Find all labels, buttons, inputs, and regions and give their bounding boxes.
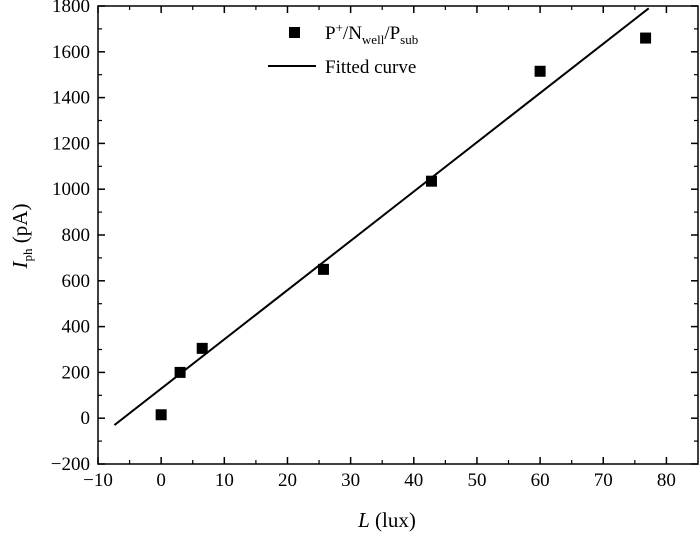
fitted-curve-line: [113, 7, 650, 426]
x-tick-label: 40: [404, 470, 423, 491]
y-tick-label: 0: [81, 408, 91, 429]
y-tick-label: 1000: [52, 179, 90, 200]
legend-label-part: /P: [384, 23, 400, 44]
legend-label-fit: Fitted curve: [325, 57, 416, 78]
legend-label-sup: +: [336, 20, 343, 35]
data-point: [317, 263, 329, 275]
y-axis-title-italic: I: [8, 260, 32, 269]
x-tick-label: 80: [657, 470, 676, 491]
legend-label-part: P: [325, 23, 336, 44]
x-tick-label: 50: [467, 470, 486, 491]
y-tick-label: 600: [62, 271, 91, 292]
x-tick-label: 30: [341, 470, 360, 491]
data-points-layer: [155, 32, 652, 421]
y-tick-label: 1800: [52, 0, 90, 17]
x-axis-title-rest: (lux): [370, 508, 416, 532]
y-tick-label: 1400: [52, 88, 90, 109]
legend: P+/Nwell/Psub Fitted curve: [268, 20, 418, 78]
legend-label-sub: well: [362, 32, 385, 47]
x-axis-title: L (lux): [357, 508, 416, 532]
legend-label-sub: sub: [400, 32, 418, 47]
legend-marker-swatch: [289, 27, 300, 38]
data-point: [155, 409, 167, 421]
y-axis-title: Iph (pA): [8, 204, 35, 270]
data-point: [196, 342, 208, 354]
data-point: [425, 175, 437, 187]
legend-label-series: P+/Nwell/Psub: [325, 20, 418, 47]
fitted-curve-layer: [113, 7, 650, 426]
data-point: [640, 32, 652, 44]
x-tick-label: 10: [215, 470, 234, 491]
y-tick-label: 800: [62, 225, 91, 246]
y-axis-ticks: −200 0 200 400 600 800 1000 1200 1400 1600 1800: [51, 0, 698, 475]
x-axis-title-italic: L: [357, 508, 370, 532]
data-point: [174, 366, 186, 378]
x-tick-label: 0: [156, 470, 166, 491]
y-tick-label: 1600: [52, 42, 90, 63]
legend-label-part: /N: [343, 23, 362, 44]
y-axis-title-rest: (pA): [8, 204, 32, 249]
y-tick-label: 200: [62, 362, 91, 383]
x-tick-label: −10: [83, 470, 113, 491]
y-tick-label: 400: [62, 317, 91, 338]
y-tick-label: −200: [51, 454, 90, 475]
x-tick-label: 20: [278, 470, 297, 491]
data-point: [534, 65, 546, 77]
x-axis-ticks: −10 0 10 20 30 40 50 60 70 80: [83, 6, 676, 491]
x-tick-label: 70: [594, 470, 613, 491]
y-axis-title-subscript: ph: [20, 248, 35, 262]
x-tick-label: 60: [531, 470, 550, 491]
y-tick-label: 1200: [52, 133, 90, 154]
